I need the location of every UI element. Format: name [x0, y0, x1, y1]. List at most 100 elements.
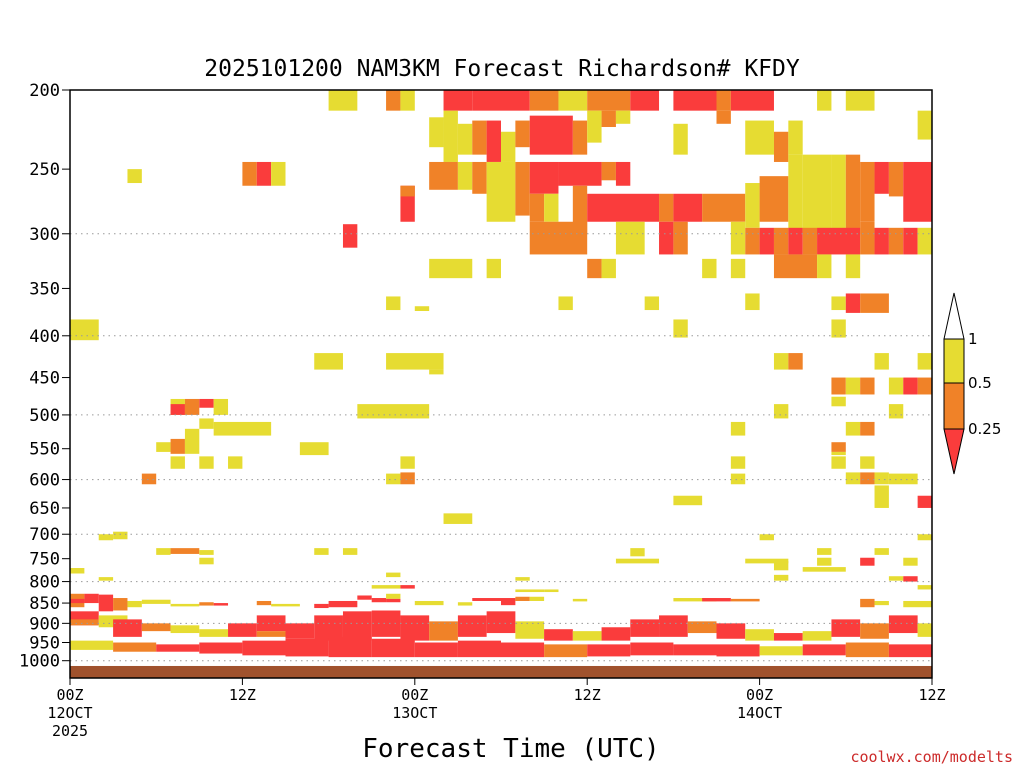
heatmap-cell: [342, 224, 358, 248]
heatmap-cell: [831, 154, 846, 234]
heatmap-cell: [730, 421, 746, 436]
heatmap-cell: [903, 600, 932, 608]
heatmap-cell: [400, 585, 415, 589]
heatmap-cell: [156, 548, 171, 555]
heatmap-cell: [285, 623, 315, 639]
heatmap-cell: [70, 598, 85, 604]
y-tick-label: 1000: [19, 652, 60, 672]
ground-fill: [70, 665, 932, 678]
heatmap-cell: [745, 558, 789, 564]
x-axis-label: Forecast Time (UTC): [362, 734, 659, 764]
heatmap-cell: [141, 623, 171, 632]
heatmap-cell: [501, 598, 516, 606]
heatmap-cell: [156, 442, 171, 452]
heatmap-cell: [888, 576, 904, 581]
heatmap-cell: [515, 621, 545, 639]
heatmap-cell: [673, 598, 717, 602]
heatmap-cell: [357, 404, 430, 419]
heatmap-cell: [70, 619, 99, 626]
heatmap-cell: [457, 161, 473, 190]
heatmap-cell: [213, 603, 229, 606]
heatmap-cell: [457, 615, 487, 637]
colorbar-label: 0.5: [968, 374, 992, 392]
y-tick-label: 600: [29, 471, 60, 491]
heatmap-cell: [558, 90, 588, 111]
x-tick-label: 13OCT: [392, 704, 437, 722]
heatmap-cell: [773, 561, 789, 571]
heatmap-cell: [845, 377, 861, 395]
heatmap-cell: [773, 227, 789, 255]
colorbar-bin-top: [943, 292, 965, 340]
heatmap-cell: [903, 227, 918, 255]
heatmap-cell: [745, 227, 760, 255]
heatmap-cell: [845, 254, 861, 279]
heatmap-cell: [472, 598, 501, 601]
heatmap-cell: [673, 193, 703, 222]
heatmap-cell: [472, 161, 487, 194]
heatmap-cell: [429, 258, 473, 279]
heatmap-cell: [817, 227, 861, 255]
heatmap-cell: [831, 442, 846, 452]
heatmap-cell: [127, 600, 142, 608]
heatmap-cell: [242, 161, 257, 186]
heatmap-cell: [845, 421, 861, 436]
heatmap-cell: [213, 398, 229, 415]
x-tick-label: 14OCT: [737, 704, 782, 722]
heatmap-cell: [917, 110, 932, 140]
heatmap-cell: [529, 193, 545, 222]
heatmap-cell: [845, 154, 861, 234]
heatmap-cell: [673, 495, 703, 506]
heatmap-cell: [486, 258, 501, 279]
heatmap-cell: [759, 227, 774, 255]
heatmap-cell: [831, 456, 846, 469]
heatmap-cell: [659, 193, 674, 222]
heatmap-cell: [745, 120, 774, 155]
heatmap-cell: [544, 629, 573, 641]
heatmap-cell: [630, 548, 645, 557]
heatmap-cell: [802, 567, 846, 572]
heatmap-cell: [141, 599, 171, 604]
heatmap-cell: [745, 293, 760, 311]
x-tick-label: 12Z: [229, 686, 256, 704]
heatmap-cell: [98, 615, 128, 628]
heatmap-cell: [429, 621, 458, 641]
y-tick-label: 200: [29, 81, 60, 101]
heatmap-cell: [917, 495, 932, 508]
heatmap-cell: [572, 598, 588, 602]
heatmap-cell: [903, 557, 918, 566]
heatmap-cell: [860, 557, 875, 566]
heatmap-cell: [199, 398, 214, 408]
heatmap-cell: [716, 110, 731, 124]
heatmap-cell: [400, 472, 415, 485]
heatmap-cell: [817, 548, 832, 555]
heatmap-cell: [773, 404, 789, 419]
heatmap-cell: [817, 557, 832, 566]
heatmap-cell: [242, 640, 286, 656]
heatmap-cell: [328, 600, 358, 608]
heatmap-cell: [515, 120, 530, 148]
heatmap-cell: [70, 568, 85, 574]
heatmap-cell: [472, 120, 487, 155]
heatmap-cell: [558, 161, 602, 186]
heatmap-cell: [414, 306, 430, 312]
colorbar: 1 0.5 0.25: [943, 292, 1001, 475]
heatmap-cell: [515, 577, 530, 581]
heatmap-cell: [386, 593, 401, 599]
heatmap-cell: [831, 377, 846, 395]
heatmap-cell: [659, 615, 688, 637]
x-tick-label: 00Z: [401, 686, 428, 704]
heatmap-cell: [414, 642, 458, 658]
heatmap-cell: [788, 353, 803, 370]
heatmap-cell: [515, 589, 545, 593]
heatmap-cell: [98, 577, 114, 581]
heatmap-cell: [730, 456, 746, 469]
heatmap-cell: [802, 227, 818, 255]
heatmap-cell: [874, 472, 889, 485]
grid-lines: [70, 233, 932, 662]
heatmap-cell: [170, 548, 200, 554]
x-tick-label: 2025: [52, 722, 88, 740]
heatmap-cell: [917, 377, 932, 395]
heatmap-cell: [199, 642, 243, 654]
heatmap-cell: [845, 90, 875, 111]
